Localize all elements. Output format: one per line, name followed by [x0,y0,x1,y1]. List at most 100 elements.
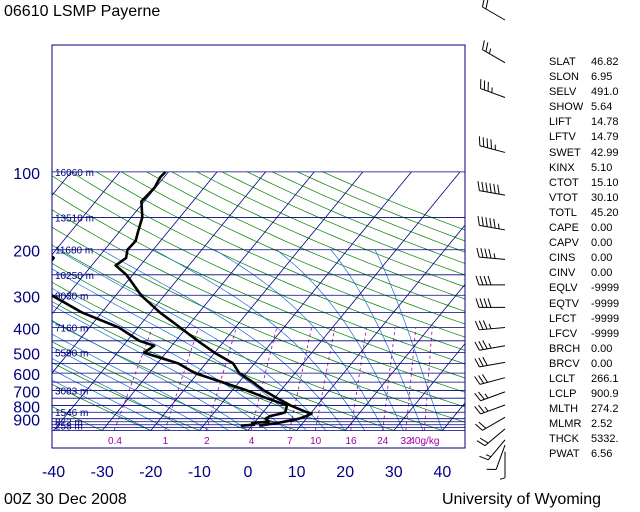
index-value: 30.10 [591,191,619,204]
index-value: 6.95 [591,71,613,84]
temperature-tick-label: 30 [385,464,403,481]
sounding-indices: SLAT 46.82 SLON 6.95 SELV 491.0 SHOW 5.64 LIFT 14… [549,55,631,463]
index-name: EQLV [549,282,578,295]
dry-adiabat [52,301,346,431]
index-value: 46.82 [591,56,619,68]
pressure-tick-label: 200 [13,244,40,261]
mixing-ratio-line [164,327,199,431]
temperature-tick-label: 10 [288,464,306,481]
pressure-tick-label: 600 [13,367,40,384]
moist-adiabat [52,379,151,431]
plot-frame [51,44,466,449]
index-value: -9999 [591,312,620,325]
wind-barb [474,404,506,415]
index-value: 6.56 [591,448,613,461]
index-row: CAPE 0.00 [549,221,631,236]
index-name: CTOT [549,176,579,189]
height-label: 3083 m [55,386,88,397]
dry-adiabat [52,209,465,393]
index-value: 2.52 [591,418,613,431]
pressure-tick-label: 900 [13,413,40,430]
index-value: 5.10 [591,161,613,174]
wind-barb [474,374,506,385]
isotherm [150,171,364,431]
dry-adiabat [247,171,465,264]
index-value: 0.00 [591,267,613,280]
index-row: SHOW 5.64 [549,100,631,115]
pressure-tick-label: 400 [13,322,40,339]
index-row: VTOT 30.10 [549,191,631,206]
index-name: THCK [549,433,579,446]
index-name: SHOW [549,101,584,114]
wind-barb [499,451,506,480]
mixing-ratio-label: 32 [400,436,412,447]
index-row: MLTH 274.2 [549,402,631,417]
wind-barb [480,79,506,98]
temperature-tick-label: 40 [434,464,452,481]
mixing-ratio-label: 40g/kg [409,436,439,447]
index-row: CAPV 0.00 [549,236,631,251]
index-name: MLTH [549,403,579,416]
index-row: CINS 0.00 [549,251,631,266]
mixing-ratio-line [423,327,433,431]
dry-adiabat [52,262,443,431]
dry-adiabat [52,175,465,365]
pressure-tick-label: 100 [13,166,40,183]
index-name: EQTV [549,297,579,310]
index-row: CTOT 15.10 [549,176,631,191]
index-row: BRCH 0.00 [549,342,631,357]
dry-adiabat [52,341,249,431]
mixing-ratio-line [314,327,336,431]
height-label: 1546 m [55,408,88,419]
temperature-tick-label: -40 [42,464,65,481]
index-row: BRCV 0.00 [549,357,631,372]
temperature-tick-label: -30 [91,464,114,481]
pressure-tick-label: 300 [13,289,40,306]
index-value: 900.9 [591,388,619,401]
index-name: VTOT [549,191,579,204]
height-label: 9030 m [55,291,88,302]
mixing-ratio-label: 10 [310,436,322,447]
index-name: MLMR [549,418,582,431]
isotherm [247,171,461,431]
height-label: 7160 m [55,324,88,335]
wind-barb [474,320,506,331]
index-row: TOTL 45.20 [549,206,631,221]
wind-barb [474,340,506,351]
dry-adiabat [272,171,465,253]
index-value: -9999 [591,297,620,310]
index-name: CAPV [549,237,579,250]
dry-adiabat [52,244,465,423]
height-label: 872 m [55,418,83,429]
index-row: THCK 5332. [549,432,631,447]
station-title: 06610 LSMP Payerne [4,3,161,20]
index-name: BRCV [549,357,580,370]
wind-barb [476,428,506,447]
index-row: LFCT -9999 [549,312,631,327]
isotherm [296,224,465,431]
isotherm [199,171,412,431]
index-name: LFCV [549,327,578,340]
index-name: TOTL [549,206,577,219]
index-row: LIFT 14.78 [549,115,631,130]
index-name: LCLT [549,372,576,385]
index-row: CINV 0.00 [549,266,631,281]
index-value: 266.1 [591,372,619,385]
temperature-tick-label: 20 [336,464,354,481]
isotherm [393,343,465,431]
isotherm [52,171,121,256]
index-name: SWET [549,146,581,159]
index-name: KINX [549,161,575,174]
isotherm [52,171,218,374]
dry-adiabat [297,171,465,242]
mixing-ratio-label: 7 [287,436,293,447]
wind-barb [475,275,505,286]
wind-barb [476,247,506,260]
height-label: 258 m [55,422,83,433]
height-label: 16060 m [55,168,94,179]
wind-barb [479,439,506,461]
wind-barb [475,298,505,308]
index-value: 42.99 [591,146,619,159]
